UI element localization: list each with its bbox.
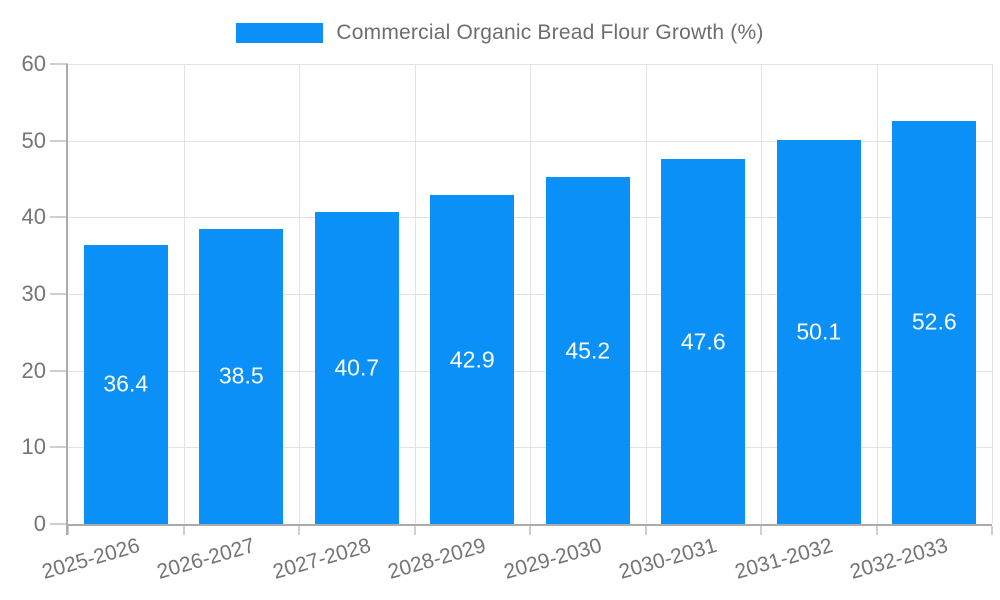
x-gridline <box>530 64 531 524</box>
x-tick-mark <box>413 526 416 535</box>
y-tick-mark <box>50 523 68 525</box>
x-gridline <box>876 64 878 524</box>
bar: 40.7 <box>314 211 399 524</box>
y-axis-label: 60 <box>21 51 46 76</box>
y-axis-label: 40 <box>21 204 46 230</box>
y-axis-line <box>66 64 68 535</box>
bar-value-label: 36.4 <box>103 370 149 397</box>
bar-value-label: 42.9 <box>449 346 495 373</box>
bar: 38.5 <box>199 228 284 524</box>
y-tick-mark <box>50 293 68 295</box>
x-tick-mark <box>760 526 762 535</box>
x-tick-mark <box>529 526 531 535</box>
x-gridline <box>299 64 300 524</box>
x-tick-mark <box>298 526 300 535</box>
bar: 45.2 <box>545 177 630 524</box>
x-tick-mark <box>67 526 69 535</box>
x-tick-mark <box>991 526 993 535</box>
chart-legend: Commercial Organic Bread Flour Growth (%… <box>0 21 1000 45</box>
bar-value-label: 45.2 <box>565 337 611 364</box>
bar-value-label: 50.1 <box>796 318 842 345</box>
y-tick-mark <box>50 139 68 142</box>
bar: 47.6 <box>661 159 746 524</box>
x-tick-mark <box>875 526 878 535</box>
bar: 52.6 <box>892 120 977 524</box>
x-gridline <box>645 64 647 524</box>
plot-area: 0 10 20 30 40 50 60 36.4 38.5 40.7 42.9 45.2 47.6 50.… <box>22 51 993 584</box>
x-gridline <box>761 64 762 524</box>
y-tick-mark <box>50 63 68 65</box>
chart-title: Commercial Organic Bread Flour Growth (%… <box>336 21 764 44</box>
y-axis-label: 20 <box>21 357 46 383</box>
x-tick-mark <box>644 526 647 535</box>
bar: 42.9 <box>430 195 515 524</box>
y-axis-label: 0 <box>33 511 46 536</box>
bar: 36.4 <box>83 244 168 524</box>
x-tick-mark <box>182 526 185 535</box>
y-axis-label: 50 <box>21 127 46 153</box>
y-axis-label: 10 <box>21 434 46 460</box>
y-axis-label: 30 <box>21 281 46 306</box>
x-gridline <box>183 64 185 524</box>
bar: 50.1 <box>776 139 861 524</box>
y-tick-mark <box>50 216 68 219</box>
bar-value-label: 38.5 <box>218 362 264 389</box>
bar-value-label: 52.6 <box>911 308 957 335</box>
x-axis-line <box>68 524 992 526</box>
legend-swatch <box>236 23 324 43</box>
bar-value-label: 47.6 <box>680 328 726 355</box>
y-tick-mark <box>50 446 68 449</box>
y-tick-mark <box>50 369 68 372</box>
x-gridline <box>992 64 993 524</box>
x-gridline <box>414 64 416 524</box>
bar-value-label: 40.7 <box>334 354 380 381</box>
